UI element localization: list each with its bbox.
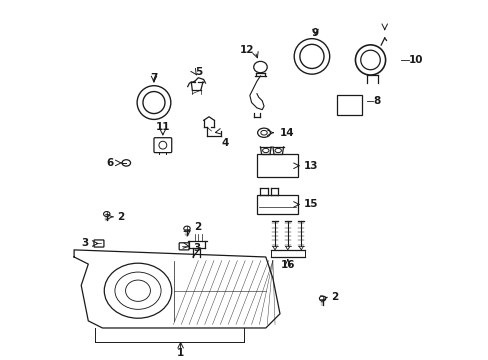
Text: 10: 10	[407, 55, 422, 65]
Text: 11: 11	[155, 122, 170, 132]
Text: 3: 3	[193, 243, 200, 253]
Text: 15: 15	[304, 199, 318, 210]
Text: 8: 8	[372, 96, 380, 106]
Text: 16: 16	[280, 260, 294, 270]
Text: 12: 12	[240, 45, 254, 55]
Text: 5: 5	[194, 67, 202, 77]
Text: 1: 1	[177, 348, 184, 358]
Text: 6: 6	[106, 158, 113, 168]
Text: 13: 13	[304, 161, 318, 171]
Text: 2: 2	[194, 222, 201, 232]
Text: 9: 9	[311, 28, 318, 38]
Text: 14: 14	[280, 128, 294, 138]
Text: 2: 2	[117, 212, 123, 222]
Text: 2: 2	[331, 292, 338, 302]
Text: 7: 7	[150, 73, 157, 83]
Text: 3: 3	[81, 238, 89, 248]
Text: 4: 4	[221, 138, 228, 148]
